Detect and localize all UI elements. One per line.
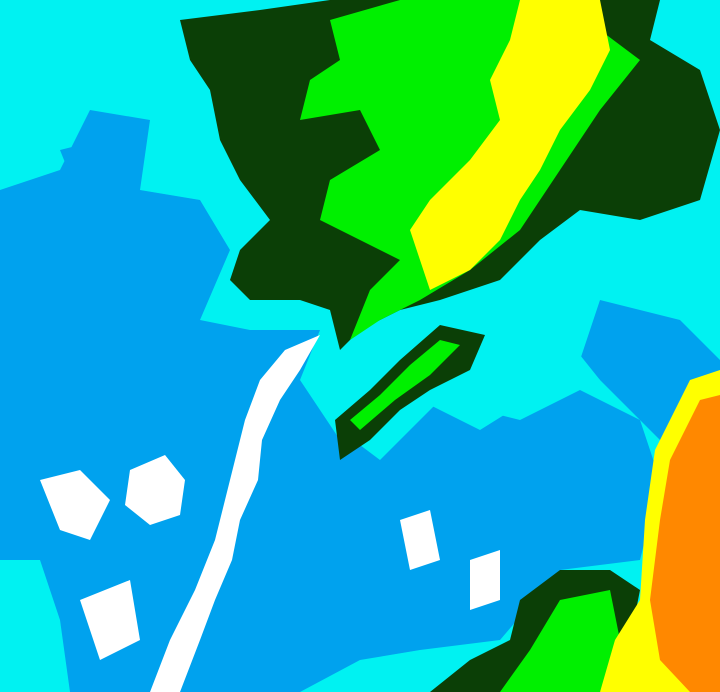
- yellow-band: [410, 0, 610, 290]
- cyan-patch-middle: [340, 320, 600, 460]
- white-streak: [150, 335, 320, 692]
- green-streak: [350, 340, 460, 430]
- white-scatter: [40, 470, 500, 660]
- orange-region: [650, 395, 720, 692]
- blue-region-top: [60, 140, 120, 200]
- cyan-patch-bottom-left: [0, 560, 70, 692]
- white-blob: [125, 455, 185, 525]
- blue-region-left: [0, 110, 660, 692]
- green-region-bottom: [500, 590, 620, 692]
- dark-green-streak: [335, 325, 485, 460]
